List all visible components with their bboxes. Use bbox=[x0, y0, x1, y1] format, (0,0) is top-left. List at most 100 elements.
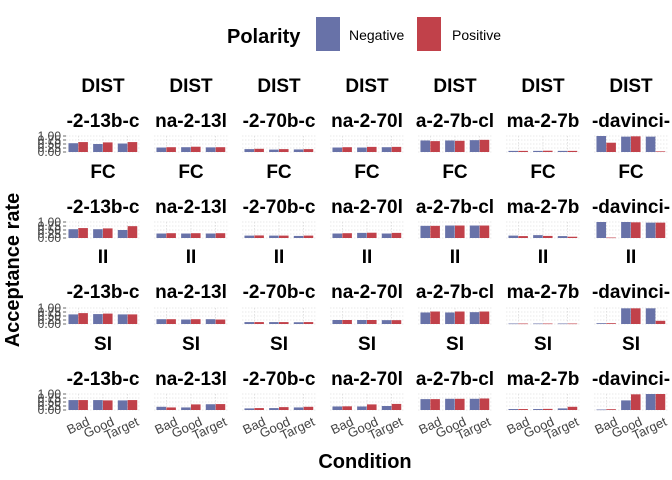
y-tick-label: 0.50 bbox=[38, 223, 62, 237]
bar-positive bbox=[103, 400, 113, 410]
bar-negative bbox=[508, 409, 519, 410]
bar-negative bbox=[621, 136, 631, 152]
bar-positive bbox=[631, 136, 641, 152]
bar-positive bbox=[543, 235, 553, 238]
facet-panel: DIST -2-13b-c 0.000.250.500.751.00 bbox=[38, 76, 140, 159]
bar-positive bbox=[166, 233, 176, 238]
facet-strip-model: -davinci- bbox=[592, 369, 670, 390]
facet-panel: DIST a-2-7b-cl bbox=[416, 76, 494, 153]
bar-negative bbox=[269, 235, 279, 238]
bar-positive bbox=[631, 394, 641, 410]
legend-swatch-positive bbox=[417, 17, 441, 51]
facet-strip-condition: DIST bbox=[521, 76, 565, 97]
facet-strip-model: a-2-7b-cl bbox=[416, 111, 494, 132]
bar-positive bbox=[391, 320, 402, 324]
bar-positive bbox=[103, 142, 113, 152]
x-axis-title: Condition bbox=[318, 451, 411, 473]
bar-negative bbox=[156, 233, 167, 238]
y-tick-label: 0.50 bbox=[38, 309, 62, 323]
facet-strip-condition: FC bbox=[178, 162, 204, 183]
y-tick-label: 0.50 bbox=[38, 395, 62, 409]
bar-positive bbox=[391, 146, 402, 152]
bar-positive bbox=[215, 404, 226, 410]
bar-negative bbox=[181, 319, 191, 324]
bar-positive bbox=[430, 225, 440, 238]
bar-positive bbox=[342, 233, 352, 238]
y-tick-label: 0.25 bbox=[38, 399, 62, 413]
bar-positive bbox=[78, 400, 88, 410]
facet-strip-model: na-2-13l bbox=[155, 111, 227, 132]
facet-strip-model: -2-70b-c bbox=[243, 282, 316, 303]
y-tick-label: 0.00 bbox=[38, 403, 62, 417]
bar-positive bbox=[191, 404, 201, 410]
facet-panel: DIST na-2-70l bbox=[330, 76, 404, 153]
facet-strip-condition: DIST bbox=[345, 76, 389, 97]
facet-strip-model: -2-13b-c bbox=[67, 282, 140, 303]
bar-negative bbox=[533, 235, 543, 238]
bar-positive bbox=[303, 322, 314, 324]
bar-positive bbox=[342, 320, 352, 324]
bar-positive bbox=[103, 228, 113, 238]
bar-negative bbox=[205, 319, 216, 324]
y-tick-label: 0.00 bbox=[38, 317, 62, 331]
bar-positive bbox=[655, 151, 666, 152]
facet-strip-condition: DIST bbox=[257, 76, 301, 97]
y-tick-label: 0.25 bbox=[38, 141, 62, 155]
facet-strip-model: -2-13b-c bbox=[67, 197, 140, 218]
y-tick-label: 0.00 bbox=[38, 231, 62, 245]
facet-strip-model: na-2-70l bbox=[331, 282, 403, 303]
bar-negative bbox=[68, 400, 79, 410]
facet-strip-model: -davinci- bbox=[592, 111, 670, 132]
y-tick-label: 0.75 bbox=[38, 305, 62, 319]
facet-strip-condition: FC bbox=[442, 162, 468, 183]
bar-negative bbox=[332, 406, 343, 410]
bar-positive bbox=[479, 311, 490, 324]
bar-positive bbox=[303, 235, 314, 238]
facet-panel: II -2-13b-c 0.000.250.500.751.00 bbox=[38, 247, 140, 331]
bar-positive bbox=[279, 322, 289, 324]
bar-negative bbox=[445, 312, 455, 324]
facet-strip-model: na-2-70l bbox=[331, 111, 403, 132]
facet-panel: SI-2-13b-c0.000.250.500.751.00BadGoodTar… bbox=[38, 334, 142, 443]
facet-strip-condition: FC bbox=[530, 162, 556, 183]
bar-negative bbox=[621, 400, 631, 410]
facet-strip-model: ma-2-7b bbox=[507, 369, 580, 390]
bar-negative bbox=[181, 407, 191, 410]
legend-swatch-negative bbox=[316, 17, 340, 51]
bar-negative bbox=[68, 314, 79, 324]
y-tick-label: 0.00 bbox=[38, 145, 62, 159]
facet-strip-model: na-2-13l bbox=[155, 197, 227, 218]
facet-strip-condition: SI bbox=[270, 334, 288, 355]
y-tick-label: 1.00 bbox=[38, 387, 62, 401]
y-tick-label: 1.00 bbox=[38, 301, 62, 315]
bar-positive bbox=[303, 406, 314, 410]
y-tick-label: 0.50 bbox=[38, 137, 62, 151]
bar-positive bbox=[279, 235, 289, 238]
facet-panel: II na-2-13l bbox=[154, 247, 228, 325]
bar-positive bbox=[391, 403, 402, 410]
bar-positive bbox=[543, 323, 553, 325]
bar-negative bbox=[156, 147, 167, 152]
bar-negative bbox=[420, 140, 431, 152]
facet-strip-model: -2-13b-c bbox=[67, 111, 140, 132]
facet-strip-model: -2-70b-c bbox=[243, 197, 316, 218]
bar-positive bbox=[342, 147, 352, 152]
bar-positive bbox=[606, 237, 616, 239]
bar-positive bbox=[567, 150, 578, 152]
bar-positive bbox=[127, 226, 138, 238]
bar-positive bbox=[479, 225, 490, 238]
y-tick-label: 0.75 bbox=[38, 133, 62, 147]
bar-negative bbox=[93, 400, 103, 410]
bar-negative bbox=[469, 225, 480, 238]
facet-panel: FC na-2-70l bbox=[330, 162, 404, 239]
bar-negative bbox=[293, 149, 304, 152]
bar-negative bbox=[68, 143, 79, 152]
bar-negative bbox=[244, 408, 255, 410]
bar-negative bbox=[293, 407, 304, 410]
facet-grid: DIST-2-13b-c0.000.250.500.751.00DISTna-2… bbox=[38, 76, 670, 443]
facet-panel: II na-2-70l bbox=[330, 247, 404, 325]
facet-strip-model: -2-13b-c bbox=[67, 369, 140, 390]
